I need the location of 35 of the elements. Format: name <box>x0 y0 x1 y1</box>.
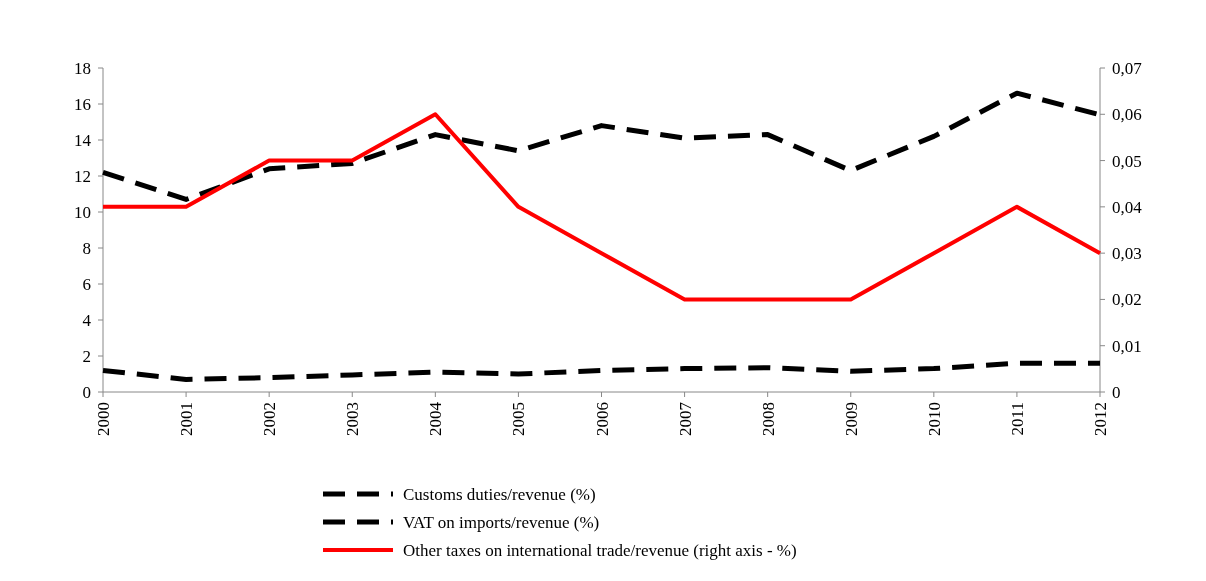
legend-label: Customs duties/revenue (%) <box>403 484 596 504</box>
y-tick-label: 8 <box>82 238 91 258</box>
y-tick-label: 14 <box>74 130 92 150</box>
x-tick-label: 2003 <box>343 402 363 436</box>
x-tick-label: 2007 <box>675 401 695 436</box>
y-tick-label: 2 <box>82 346 91 366</box>
x-tick-label: 2002 <box>260 402 280 436</box>
y-tick-label: 12 <box>74 166 91 186</box>
y-tick-label: 18 <box>74 58 91 78</box>
x-tick-label: 2011 <box>1007 402 1027 436</box>
y2-tick-label: 0,01 <box>1112 336 1142 356</box>
x-tick-label: 2000 <box>94 402 113 436</box>
x-tick-label: 2008 <box>758 402 778 436</box>
x-tick-label: 2010 <box>924 402 944 436</box>
line-series <box>101 112 1102 302</box>
x-tick-label: 2006 <box>592 402 612 436</box>
y-tick-label: 16 <box>74 94 91 114</box>
y-tick-label: 0 <box>82 382 91 402</box>
y-tick-label: 6 <box>82 274 91 294</box>
legend-label: Other taxes on international trade/revenue (right axis - %) <box>403 540 797 560</box>
legend-label: VAT on imports/revenue (%) <box>403 512 600 532</box>
x-tick-label: 2012 <box>1091 402 1110 436</box>
x-tick-label: 2005 <box>509 402 529 436</box>
y2-tick-label: 0,02 <box>1112 290 1142 310</box>
x-tick-label: 2001 <box>177 402 197 436</box>
y-tick-label: 4 <box>82 310 92 330</box>
y2-tick-label: 0,04 <box>1112 197 1143 217</box>
y2-tick-label: 0,06 <box>1112 105 1142 125</box>
x-tick-label: 2009 <box>841 402 861 436</box>
y2-tick-label: 0,03 <box>1112 244 1142 264</box>
y-tick-label: 10 <box>74 202 91 222</box>
y2-tick-label: 0,05 <box>1112 151 1142 171</box>
y2-tick-label: 0,07 <box>1112 58 1143 78</box>
x-tick-label: 2004 <box>426 401 446 436</box>
y2-tick-label: 0 <box>1112 382 1121 402</box>
